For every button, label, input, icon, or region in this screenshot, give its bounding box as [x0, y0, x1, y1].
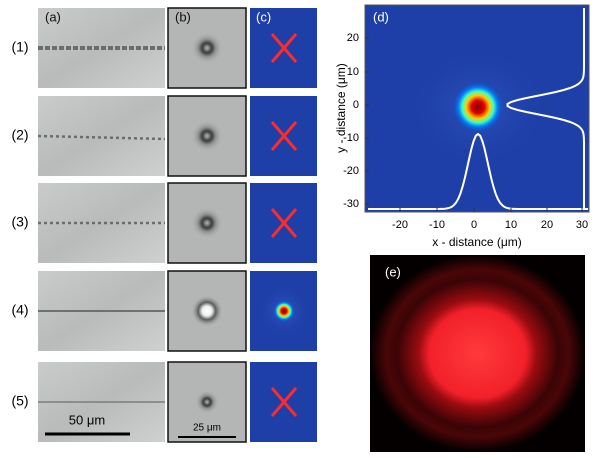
- no-guiding-cross: [270, 387, 298, 417]
- y-tick-label: -20: [343, 165, 359, 177]
- mode-spot: [273, 300, 295, 322]
- end-face-hole: [191, 120, 223, 152]
- x-tick-label: 20: [541, 219, 553, 231]
- no-guiding-cross: [270, 121, 298, 151]
- row-label: (5): [11, 393, 28, 409]
- y-axis-label: y - distance (μm): [334, 63, 348, 153]
- beam-spot: [452, 81, 504, 133]
- y-tick-label: 0: [353, 99, 359, 111]
- row-label: (3): [11, 214, 28, 230]
- output-image: [370, 255, 585, 452]
- x-tick-label: -10: [429, 219, 445, 231]
- panel-label: (b): [175, 9, 191, 24]
- end-face-hole: [195, 390, 219, 414]
- end-face-hole: [191, 32, 223, 64]
- panel-label: (c): [256, 9, 271, 24]
- waveguide-image: [38, 183, 165, 263]
- x-tick-label: 30: [576, 219, 588, 231]
- waveguide-image: [38, 96, 165, 176]
- y-tick-label: 10: [347, 66, 359, 78]
- end-face-hole: [191, 207, 223, 239]
- y-tick-label: -10: [343, 132, 359, 144]
- panel-label: (d): [373, 9, 389, 24]
- x-axis-label: x - distance (μm): [432, 235, 522, 249]
- x-tick-label: -20: [392, 219, 408, 231]
- end-face-hole: [191, 295, 223, 327]
- row-label: (1): [11, 39, 28, 55]
- y-tick-label: 20: [347, 32, 359, 44]
- scale-bar-label: 25 μm: [193, 423, 221, 434]
- x-tick-label: 0: [471, 219, 477, 231]
- x-profile: [368, 132, 588, 210]
- row-label: (4): [11, 302, 28, 318]
- panel-label: (a): [45, 9, 61, 24]
- panel-label: (e): [385, 264, 401, 279]
- x-tick-label: 10: [505, 219, 517, 231]
- y-tick-label: -30: [343, 198, 359, 210]
- scale-bar-label: 50 μm: [69, 412, 105, 427]
- no-guiding-cross: [270, 208, 298, 238]
- no-guiding-cross: [270, 33, 298, 63]
- row-label: (2): [11, 127, 28, 143]
- y-profile: [506, 8, 585, 208]
